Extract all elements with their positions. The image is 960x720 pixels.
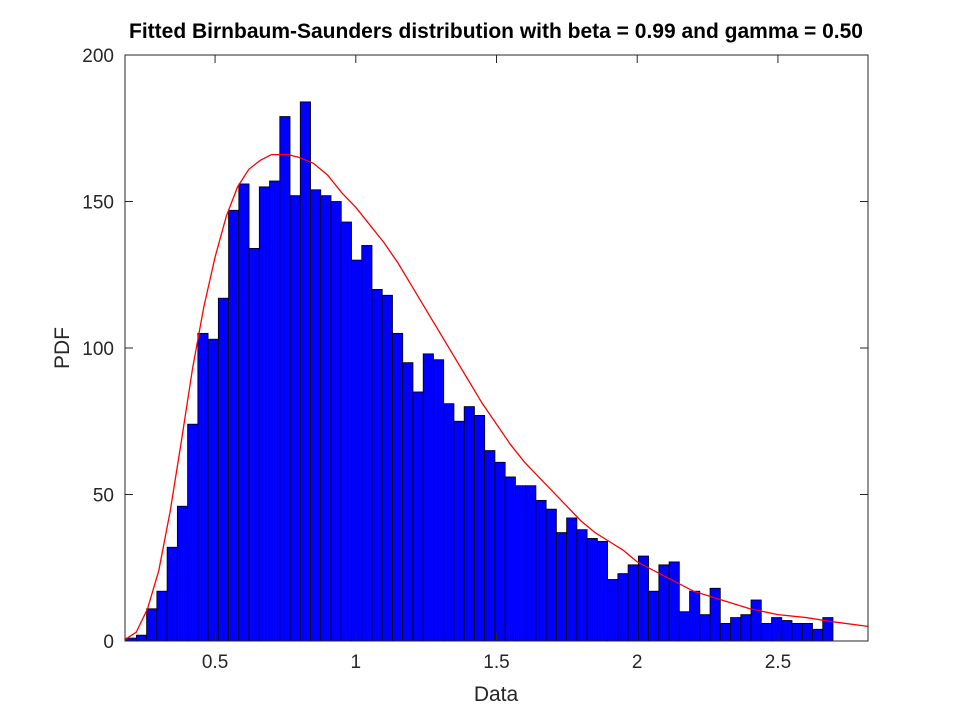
histogram-bar (627, 564, 639, 642)
histogram-bar (258, 186, 270, 642)
y-axis-ticks: 0 50 100 150 200 (82, 46, 868, 653)
histogram-bar (279, 116, 291, 642)
x-tick-label: 0.5 (202, 652, 228, 673)
x-tick-label: 2 (632, 652, 643, 673)
histogram-bar (689, 590, 701, 642)
histogram-bar (330, 201, 342, 642)
histogram-bar (740, 614, 752, 642)
histogram-bar (248, 247, 260, 642)
histogram-bar (504, 476, 516, 642)
histogram-bar (494, 461, 506, 642)
histogram-bar (515, 485, 527, 642)
y-tick-label: 200 (82, 46, 114, 67)
fit-curve (124, 153, 869, 641)
histogram-bar (299, 101, 311, 642)
x-axis-ticks: 0.5 1 1.5 2 2.5 (202, 55, 791, 673)
x-tick-label: 2.5 (765, 652, 791, 673)
histogram-bar (207, 338, 219, 642)
histogram-bar (156, 590, 168, 642)
histogram-bar (269, 180, 281, 642)
histogram-bar (607, 579, 619, 642)
histogram-bar (760, 623, 772, 642)
histogram-bar (402, 362, 414, 642)
histogram-bar (535, 499, 547, 642)
histogram-bar (474, 414, 486, 642)
histogram-bar (545, 508, 557, 642)
x-tick-label: 1 (350, 652, 361, 673)
histogram-bar (146, 608, 158, 642)
histogram-bar (801, 623, 813, 642)
histogram-bar (443, 403, 455, 642)
histogram-bar (187, 423, 199, 642)
chart-title: Fitted Birnbaum-Saunders distribution wi… (129, 20, 863, 43)
histogram-bar (371, 288, 383, 642)
histogram-bar (412, 391, 424, 642)
histogram-bar (637, 555, 649, 642)
histogram-bar (617, 573, 629, 642)
histogram-bar (596, 540, 609, 642)
histogram-bar (586, 538, 598, 642)
histogram-bar (730, 617, 742, 642)
histogram-bar (320, 195, 332, 642)
histogram-bar (791, 623, 803, 642)
histogram-bar (699, 614, 711, 642)
histogram-bar (197, 332, 209, 642)
histogram-bar (361, 245, 373, 642)
histogram-bar (484, 450, 496, 642)
histogram-bar (238, 183, 250, 642)
histogram-bar (719, 623, 731, 642)
y-tick-label: 0 (103, 632, 114, 653)
y-tick-label: 150 (82, 193, 114, 214)
histogram-bar (668, 561, 680, 642)
y-tick-label: 100 (82, 339, 114, 360)
histogram-bar (217, 297, 229, 642)
histogram-bar (340, 221, 352, 642)
histogram-bar (392, 332, 404, 642)
histogram-bar (228, 209, 240, 642)
histogram-bar (781, 620, 793, 642)
x-axis-label: Data (474, 683, 519, 706)
histogram-bar (463, 406, 475, 642)
histogram-bar (433, 359, 445, 642)
histogram-bar (648, 590, 660, 642)
x-tick-label: 1.5 (483, 652, 509, 673)
histogram-bar (812, 628, 824, 642)
histogram-bar (135, 634, 148, 642)
histogram-bar (166, 546, 178, 642)
histogram-bar (750, 599, 762, 642)
histogram-bar (576, 529, 588, 642)
histogram-bar (771, 617, 783, 642)
histogram-bar (566, 517, 578, 642)
y-tick-label: 50 (93, 486, 114, 507)
histogram-bar (555, 532, 568, 642)
histogram-bar (289, 195, 301, 642)
histogram-bar (381, 294, 393, 642)
histogram-bar (453, 420, 465, 642)
histogram-bar (422, 353, 434, 642)
histogram-bar (351, 259, 363, 642)
histogram-bar (176, 505, 188, 642)
histogram-bar (525, 485, 537, 642)
histogram-bar (678, 611, 690, 642)
y-axis-label: PDF (51, 327, 74, 369)
histogram-bar (310, 189, 322, 642)
